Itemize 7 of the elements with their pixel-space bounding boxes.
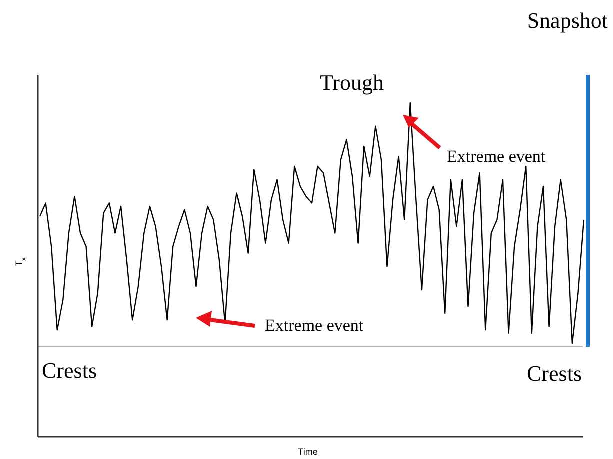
text: Trough [320, 70, 384, 95]
annotation: Crests [42, 358, 97, 383]
text: Snapshot [527, 8, 608, 33]
x-axis-title: Time [298, 447, 318, 457]
annotation: Extreme event [447, 147, 546, 166]
annotation: Extreme event [265, 316, 364, 335]
annotation: Crests [527, 361, 582, 386]
